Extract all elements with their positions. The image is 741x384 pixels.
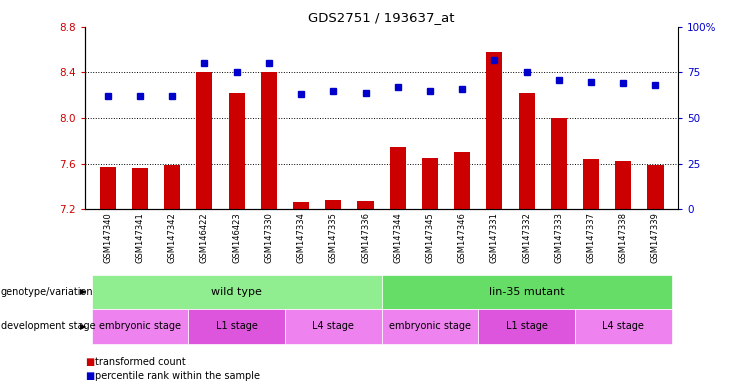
Text: transformed count: transformed count <box>95 357 185 367</box>
Bar <box>648 165 663 209</box>
Title: GDS2751 / 193637_at: GDS2751 / 193637_at <box>308 11 455 24</box>
Text: ▶: ▶ <box>80 322 87 331</box>
Text: L4 stage: L4 stage <box>313 321 354 331</box>
Bar <box>454 152 471 209</box>
Text: ■: ■ <box>85 371 94 381</box>
Bar <box>583 159 599 209</box>
Text: lin-35 mutant: lin-35 mutant <box>489 287 565 297</box>
Text: embryonic stage: embryonic stage <box>389 321 471 331</box>
Bar <box>615 161 631 209</box>
Text: L4 stage: L4 stage <box>602 321 644 331</box>
Text: ▶: ▶ <box>80 287 87 296</box>
Bar <box>325 200 342 209</box>
Text: ■: ■ <box>85 357 94 367</box>
Text: development stage: development stage <box>1 321 96 331</box>
Bar <box>357 201 373 209</box>
Text: percentile rank within the sample: percentile rank within the sample <box>95 371 260 381</box>
Bar <box>196 73 213 209</box>
Text: L1 stage: L1 stage <box>505 321 548 331</box>
Bar <box>519 93 535 209</box>
Text: wild type: wild type <box>211 287 262 297</box>
Bar <box>390 147 406 209</box>
Bar <box>551 118 567 209</box>
Bar <box>228 93 245 209</box>
Text: embryonic stage: embryonic stage <box>99 321 181 331</box>
Bar <box>293 202 309 209</box>
Bar <box>132 168 148 209</box>
Bar <box>486 52 502 209</box>
Text: L1 stage: L1 stage <box>216 321 258 331</box>
Bar <box>165 165 180 209</box>
Bar <box>100 167 116 209</box>
Bar <box>261 73 277 209</box>
Bar <box>422 158 438 209</box>
Text: genotype/variation: genotype/variation <box>1 287 93 297</box>
